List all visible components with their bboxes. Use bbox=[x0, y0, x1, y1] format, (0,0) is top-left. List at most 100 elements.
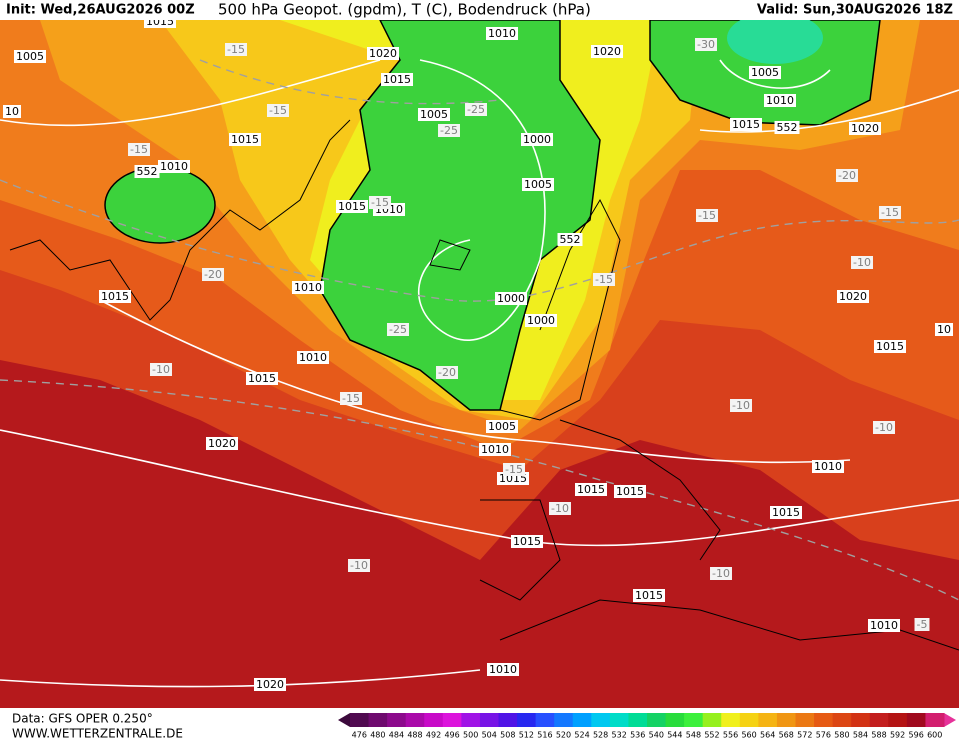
temperature-label-box bbox=[836, 169, 858, 182]
temperature-label: -20 bbox=[204, 268, 222, 281]
temperature-label: -10 bbox=[350, 559, 368, 572]
isobar bbox=[0, 59, 381, 127]
isobar-label-box bbox=[336, 200, 368, 213]
temperature-label: -15 bbox=[342, 392, 360, 405]
colorbar-label: 592 bbox=[890, 731, 905, 740]
map-field bbox=[0, 12, 959, 708]
isobar-label: 1000 bbox=[497, 292, 525, 305]
temperature-label: -10 bbox=[712, 567, 730, 580]
temperature-label: -20 bbox=[438, 366, 456, 379]
colorbar-swatch bbox=[479, 713, 499, 727]
temperature-label: -15 bbox=[881, 206, 899, 219]
isobar-label-box bbox=[874, 340, 906, 353]
temperature-label-box bbox=[387, 323, 409, 336]
temperature-label: -15 bbox=[130, 143, 148, 156]
colorbar-swatch bbox=[498, 713, 518, 727]
isobar bbox=[99, 299, 851, 464]
isobar-label: 1015 bbox=[231, 133, 259, 146]
colorbar-label: 600 bbox=[927, 731, 942, 740]
isobar-label-box bbox=[749, 66, 781, 79]
isobar-label: 1000 bbox=[527, 314, 555, 327]
colorbar-label: 520 bbox=[556, 731, 571, 740]
isobar-label: 1000 bbox=[523, 133, 551, 146]
temperature-label-box bbox=[549, 502, 571, 515]
isobar-label-box bbox=[99, 290, 131, 303]
isobar-label: 1010 bbox=[294, 281, 322, 294]
colorbar-label: 484 bbox=[389, 731, 404, 740]
height-label-box bbox=[557, 233, 583, 246]
height-label-box bbox=[134, 165, 160, 178]
isobar-label-box bbox=[14, 50, 46, 63]
isobar-label: 1005 bbox=[420, 108, 448, 121]
isotherm bbox=[0, 179, 959, 302]
temperature-label: -15 bbox=[698, 209, 716, 222]
isobar-label-box bbox=[254, 678, 286, 691]
coastline bbox=[559, 419, 721, 561]
colorbar-label: 540 bbox=[649, 731, 664, 740]
colorbar-label: 572 bbox=[797, 731, 812, 740]
colorbar-label: 524 bbox=[574, 731, 589, 740]
isobar-label-box bbox=[521, 133, 553, 146]
isobar-label: 1020 bbox=[593, 45, 621, 58]
data-source: Data: GFS OPER 0.250° bbox=[12, 712, 153, 726]
colorbar-swatch bbox=[832, 713, 852, 727]
temperature-label-box bbox=[696, 209, 718, 222]
colorbar-label: 580 bbox=[834, 731, 849, 740]
height-label: 552 bbox=[137, 165, 158, 178]
isobar-label: 1005 bbox=[488, 420, 516, 433]
isobar-label: 1020 bbox=[208, 437, 236, 450]
contour-labels: 1015 1005 1020 1015 1010 1020 1005 1010 1015 1020… bbox=[3, 15, 953, 691]
isobar-label-box bbox=[206, 437, 238, 450]
isobar-label-box bbox=[3, 105, 21, 118]
colorbar-label: 588 bbox=[871, 731, 886, 740]
isobar-label: 1020 bbox=[839, 290, 867, 303]
temperature-label-box bbox=[873, 421, 895, 434]
isobar-label-box bbox=[487, 663, 519, 676]
colorbar-swatch bbox=[387, 713, 407, 727]
coastline bbox=[429, 239, 471, 271]
temperature-label-box bbox=[730, 399, 752, 412]
isobar-label: 1010 bbox=[481, 443, 509, 456]
colorbar-label: 532 bbox=[612, 731, 627, 740]
isobar-label: 1005 bbox=[16, 50, 44, 63]
colorbar-label: 552 bbox=[704, 731, 719, 740]
isobar-label-box bbox=[229, 133, 261, 146]
isobar-label: 1015 bbox=[513, 535, 541, 548]
colorbar-label: 516 bbox=[537, 731, 552, 740]
colorbar-swatch bbox=[758, 713, 778, 727]
isobar bbox=[417, 59, 546, 341]
map-title: 500 hPa Geopot. (gpdm), T (C), Bodendruc… bbox=[218, 1, 591, 19]
isobar-label-box bbox=[479, 443, 511, 456]
colorbar-label: 544 bbox=[667, 731, 682, 740]
isobar-label: 1015 bbox=[876, 340, 904, 353]
colorbar-swatch bbox=[906, 713, 926, 727]
isobar-label: 1010 bbox=[489, 663, 517, 676]
isobar-label: 1015 bbox=[772, 506, 800, 519]
isobar-label-box bbox=[591, 45, 623, 58]
isobar-label: 1015 bbox=[383, 73, 411, 86]
isobar-label: 1015 bbox=[338, 200, 366, 213]
colorbar-low-arrow bbox=[338, 713, 350, 727]
temperature-label-box bbox=[879, 206, 901, 219]
isobar-label: 1010 bbox=[814, 460, 842, 473]
colorbar-label: 492 bbox=[426, 731, 441, 740]
colorbar-label: 568 bbox=[779, 731, 794, 740]
isobar-label-box bbox=[868, 619, 900, 632]
colorbar: 476 480 484 488 492 496 500 504 508 512 516 520 524 5… bbox=[350, 713, 945, 740]
colorbar-swatch bbox=[851, 713, 871, 727]
isobar bbox=[699, 89, 959, 133]
isobar-label: 1015 bbox=[101, 290, 129, 303]
colorbar-swatch bbox=[535, 713, 555, 727]
isobar-label-box bbox=[522, 178, 554, 191]
temperature-label: -30 bbox=[697, 38, 715, 51]
isobar-label-box bbox=[246, 372, 278, 385]
website: WWW.WETTERZENTRALE.DE bbox=[12, 727, 183, 741]
temperature-label: -15 bbox=[505, 463, 523, 476]
isobar-label-box bbox=[575, 483, 607, 496]
isobar-label-box bbox=[418, 108, 450, 121]
colorbar-swatch bbox=[647, 713, 667, 727]
temperature-label-box bbox=[369, 196, 391, 209]
isobar-label: 1015 bbox=[616, 485, 644, 498]
temperature-label-box bbox=[348, 559, 370, 572]
isobar-label: 1010 bbox=[870, 619, 898, 632]
